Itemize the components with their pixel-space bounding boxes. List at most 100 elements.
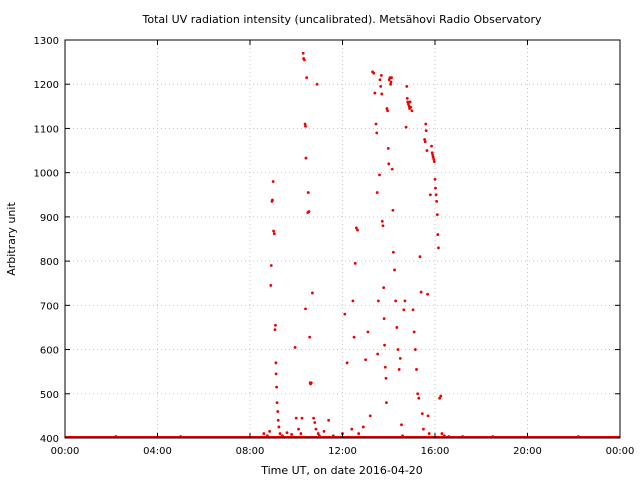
x-tick-labels: 00:00 04:00 08:00 12:00 16:00 20:00 00:00 [51,446,635,457]
data-point [417,396,421,400]
x-tick-label: 12:00 [328,446,357,457]
data-point [304,156,308,160]
data-point [415,368,418,371]
data-point [350,427,354,431]
data-point [407,102,410,106]
data-point [300,416,304,420]
axis-ticks [64,39,621,439]
data-point [437,246,440,250]
data-point [317,434,321,438]
data-point [274,323,277,327]
data-point [311,291,314,295]
data-point [391,250,395,254]
data-point [379,73,383,77]
data-point [423,140,427,144]
data-point [430,144,433,148]
data-point [272,232,276,236]
data-point [381,224,385,228]
data-point [271,198,274,202]
data-point [400,423,403,427]
data-point [368,414,372,418]
data-point [276,410,280,413]
data-point [427,432,431,435]
data-point [390,167,394,171]
data-point [434,186,437,190]
data-point [461,435,465,438]
data-point [413,348,417,351]
data-point [432,160,436,164]
data-point [431,155,435,159]
data-point [314,427,318,431]
data-point [275,401,279,405]
data-point [364,358,368,362]
data-point [409,105,413,109]
x-tick-label: 00:00 [51,446,80,457]
data-point [297,427,300,431]
data-point [372,71,376,75]
data-point [380,219,384,223]
data-point [405,96,409,100]
data-point [440,432,444,435]
data-point [375,191,379,194]
data-point [357,432,361,435]
y-tick-label: 1200 [34,80,59,91]
data-point [276,418,280,422]
data-point [428,193,432,197]
data-point [403,299,407,303]
data-point [352,335,356,339]
data-point [269,264,273,267]
data-point [290,433,294,436]
data-point [302,58,306,62]
data-point [278,432,282,435]
data-point [420,412,424,416]
data-point [308,335,312,339]
data-point [379,85,383,88]
data-point [378,78,382,82]
x-axis-label: Time UT, on date 2016-04-20 [260,464,423,477]
data-point [411,308,415,312]
data-point [307,210,311,213]
y-tick-label: 1300 [34,36,59,47]
data-point [374,122,378,126]
data-point [315,82,319,86]
data-point [395,326,399,329]
data-point [305,76,309,79]
data-point [294,416,298,420]
data-point [438,396,442,400]
data-point [306,191,310,194]
x-tick-label: 16:00 [421,446,450,457]
data-point [408,100,412,104]
data-point [277,425,281,429]
data-point [394,299,398,303]
data-point [387,162,391,166]
data-point [351,299,355,303]
data-point [271,180,275,183]
data-point [275,385,278,389]
data-point [114,435,118,438]
data-point [418,255,422,259]
data-point [262,432,266,435]
data-points [114,51,580,438]
data-point [412,330,416,334]
data-point [405,85,409,88]
y-tick-label: 700 [40,301,59,312]
data-point [389,82,392,86]
data-point [391,208,395,212]
data-point [423,138,426,141]
data-point [385,401,388,405]
data-point [382,317,386,320]
data-point [386,146,390,150]
data-point [389,80,393,84]
data-point [343,312,347,316]
data-point [312,416,315,420]
data-point [280,434,284,438]
data-point [375,131,379,135]
data-point [274,361,278,365]
data-point [430,151,434,155]
data-point [316,432,320,435]
data-point [179,435,183,438]
data-point [424,122,428,126]
data-point [272,229,275,233]
data-point [313,421,317,424]
data-point [426,414,430,418]
